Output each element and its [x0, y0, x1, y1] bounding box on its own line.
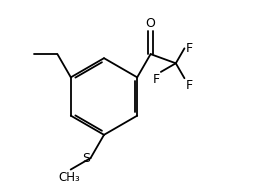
- Text: CH₃: CH₃: [59, 170, 81, 184]
- Text: F: F: [185, 42, 193, 55]
- Text: S: S: [82, 152, 90, 165]
- Text: F: F: [153, 73, 160, 86]
- Text: O: O: [146, 17, 155, 30]
- Text: F: F: [185, 79, 193, 92]
